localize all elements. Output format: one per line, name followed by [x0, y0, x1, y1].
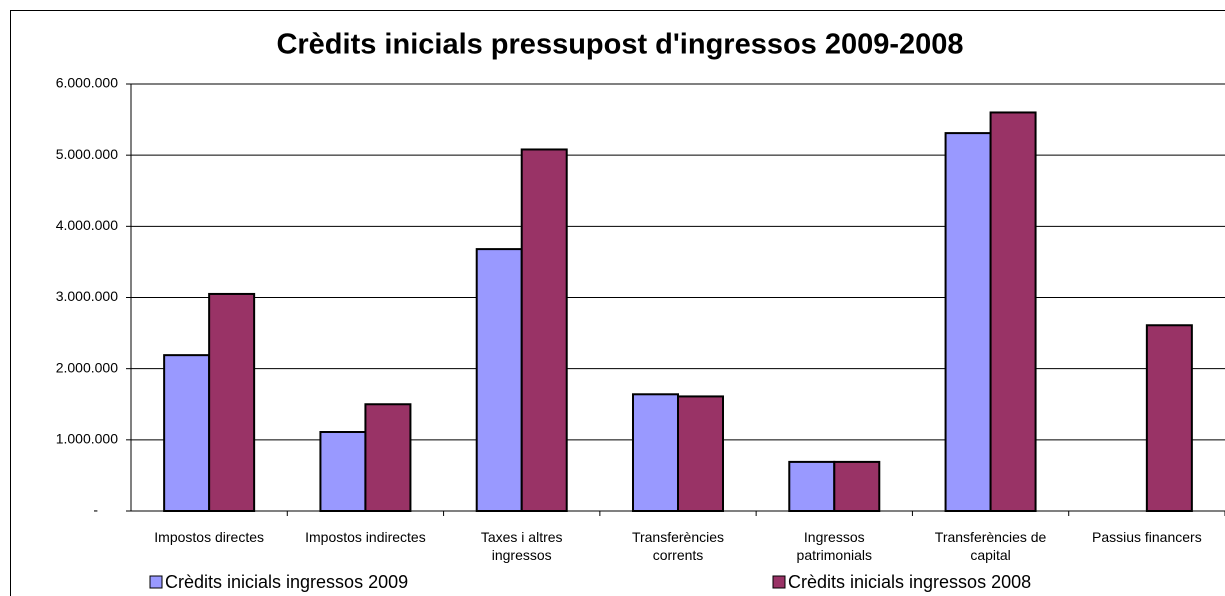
x-tick-label: Passius financers — [1091, 529, 1202, 545]
bar — [520, 148, 568, 512]
bar — [319, 431, 367, 513]
y-tick-label: 5.000.000 — [56, 146, 118, 162]
x-tick-label: Taxes i altres ingressos — [480, 529, 563, 563]
bar — [677, 395, 724, 512]
x-tick-label: Impostos directes — [154, 529, 264, 545]
x-tick-label: Ingressos patrimonials — [796, 529, 873, 563]
y-tick-label: 2.000.000 — [56, 359, 118, 375]
x-tick-label: Transferències de capital — [934, 529, 1047, 563]
legend-label: Crèdits inicials ingressos 2008 — [788, 572, 1031, 592]
legend-swatch — [772, 575, 786, 589]
chart-title: Crèdits inicials pressupost d'ingressos … — [276, 29, 963, 61]
y-tick-label: 3.000.000 — [56, 288, 118, 304]
y-tick-label: 4.000.000 — [56, 217, 118, 233]
bar — [944, 132, 992, 512]
bar — [989, 111, 1037, 512]
bar — [208, 292, 256, 513]
x-tick-label: Impostos indirectes — [305, 529, 426, 545]
bar — [632, 393, 679, 512]
bar — [163, 354, 211, 512]
bar — [364, 403, 412, 512]
bar — [475, 248, 523, 513]
legend-swatch — [149, 575, 163, 589]
x-tick-label: Transferències corrents — [631, 529, 725, 563]
bar — [788, 460, 836, 512]
y-tick-label: 6.000.000 — [56, 75, 118, 91]
bar — [833, 460, 881, 512]
y-tick-label: 1.000.000 — [56, 431, 118, 447]
legend-label: Crèdits inicials ingressos 2009 — [165, 572, 408, 592]
chart-border — [10, 10, 1225, 596]
bar — [1145, 324, 1193, 512]
y-tick-label: - — [93, 502, 98, 518]
